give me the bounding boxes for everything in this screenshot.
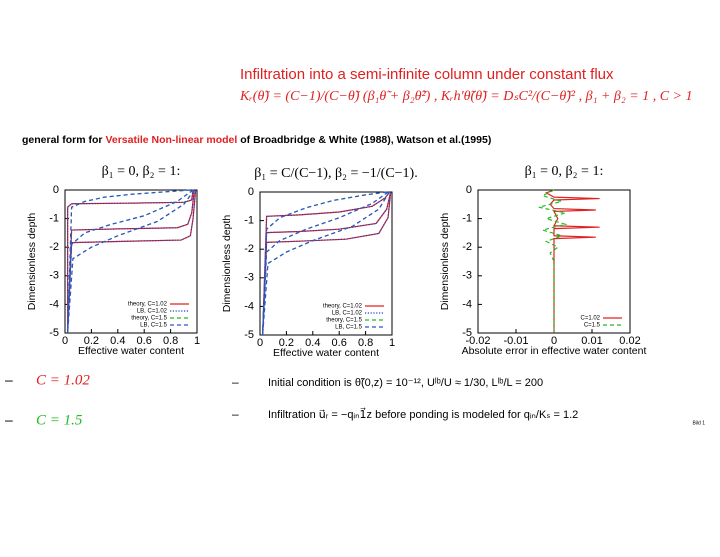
curve	[67, 189, 195, 334]
x-tick-label: -0.02	[465, 335, 490, 347]
subtitle-highlight: Versatile Non-linear model	[105, 134, 237, 146]
curve	[67, 189, 194, 333]
curve	[67, 189, 191, 334]
curve	[67, 189, 195, 334]
equation: Kᵣ(θ̃) = (C−1)/(C−θ̃) (β₁θ̃ + β₂θ̃²) , K…	[239, 89, 693, 104]
curve	[67, 189, 197, 334]
y-tick-label: -1	[244, 215, 254, 227]
chart-title: β₁ = C/(C−1), β₂ = −1/(C−1).	[254, 166, 417, 181]
x-tick-label: 0.02	[619, 335, 640, 347]
slide-title: Infiltration into a semi-infinite column…	[240, 66, 614, 83]
legend-label: LB, C=1.02	[137, 309, 168, 315]
y-tick-label: -2	[462, 241, 472, 253]
x-tick-label: 0.2	[84, 335, 99, 347]
y-tick-label: -4	[462, 298, 472, 310]
curve	[262, 191, 389, 336]
y-tick-label: -2	[244, 243, 254, 255]
legend-label: theory, C=1.02	[128, 302, 168, 308]
curve	[262, 191, 392, 336]
curve	[544, 189, 600, 333]
x-tick-label: 0.8	[163, 335, 178, 347]
y-tick-label: 0	[53, 184, 59, 196]
bullet-marker: –	[5, 412, 13, 428]
x-tick-label: 0	[257, 337, 263, 349]
legend-label: LB, C=1.02	[332, 311, 363, 317]
curve	[262, 191, 390, 336]
x-tick-label: 0.4	[110, 335, 125, 347]
y-tick-label: 0	[466, 184, 472, 196]
curve	[67, 189, 194, 334]
plot-frame	[259, 191, 393, 336]
y-tick-label: 0	[248, 186, 254, 198]
y-tick-label: -1	[462, 213, 472, 225]
x-axis-label: Effective water content	[78, 345, 184, 357]
y-tick-label: -3	[49, 270, 59, 282]
x-tick-label: 1	[389, 337, 395, 349]
y-tick-label: -4	[244, 300, 254, 312]
y-tick-label: -5	[244, 329, 254, 341]
x-tick-label: -0.01	[503, 335, 528, 347]
bullet-text: C = 1.5	[36, 412, 83, 428]
y-tick-label: -1	[49, 213, 59, 225]
x-axis-label: Effective water content	[273, 347, 379, 359]
subtitle-text: general form for	[22, 134, 105, 146]
y-tick-label: -3	[244, 272, 254, 284]
legend-label: C=1.02	[580, 316, 600, 322]
y-axis-label: Dimensionless depth	[26, 213, 38, 311]
curve	[262, 191, 390, 336]
legend-label: theory, C=1.5	[326, 318, 362, 324]
bullet-text: C = 1.02	[36, 372, 90, 388]
bullet-text: Initial condition is θ̃(0,z) = 10⁻¹², Uˡ…	[268, 377, 543, 389]
x-tick-label: 0.01	[581, 335, 602, 347]
legend-label: C=1.5	[584, 323, 601, 329]
curve	[538, 189, 568, 333]
y-tick-label: -3	[462, 270, 472, 282]
legend-label: LB, C=1.5	[335, 325, 363, 331]
chart-title: β₁ = 0, β₂ = 1:	[525, 164, 604, 179]
x-tick-label: 0	[551, 335, 557, 347]
y-tick-label: -5	[49, 327, 59, 339]
x-tick-label: 0.2	[279, 337, 294, 349]
legend-label: theory, C=1.5	[131, 316, 167, 322]
y-tick-label: -5	[462, 327, 472, 339]
legend-label: theory, C=1.02	[323, 304, 363, 310]
subtitle-text: of Broadbridge & White (1988), Watson et…	[237, 134, 491, 146]
x-tick-label: 0.6	[137, 335, 152, 347]
bullet-marker: –	[5, 372, 13, 388]
legend-label: LB, C=1.5	[140, 323, 168, 329]
bullet-text: Infiltration u⃗ᵣ = −qᵢₙ1⃗z before pondin…	[268, 407, 578, 421]
x-axis-label: Absolute error in effective water conten…	[462, 345, 647, 357]
x-tick-label: 0.8	[358, 337, 373, 349]
subtitle: general form for Versatile Non-linear mo…	[22, 134, 491, 146]
bullet-marker: –	[232, 407, 239, 421]
y-tick-label: -2	[49, 241, 59, 253]
x-tick-label: 0	[62, 335, 68, 347]
plot-frame	[64, 189, 198, 334]
x-tick-label: 1	[194, 335, 200, 347]
y-axis-label: Dimensionless depth	[439, 213, 451, 311]
y-tick-label: -4	[49, 298, 59, 310]
bullet-marker: –	[232, 375, 239, 389]
chart-title: β₁ = 0, β₂ = 1:	[102, 164, 181, 179]
x-tick-label: 0.4	[305, 337, 320, 349]
y-axis-label: Dimensionless depth	[221, 215, 233, 313]
curve	[262, 191, 387, 336]
footer: Bild 1	[692, 420, 705, 426]
x-tick-label: 0.6	[332, 337, 347, 349]
